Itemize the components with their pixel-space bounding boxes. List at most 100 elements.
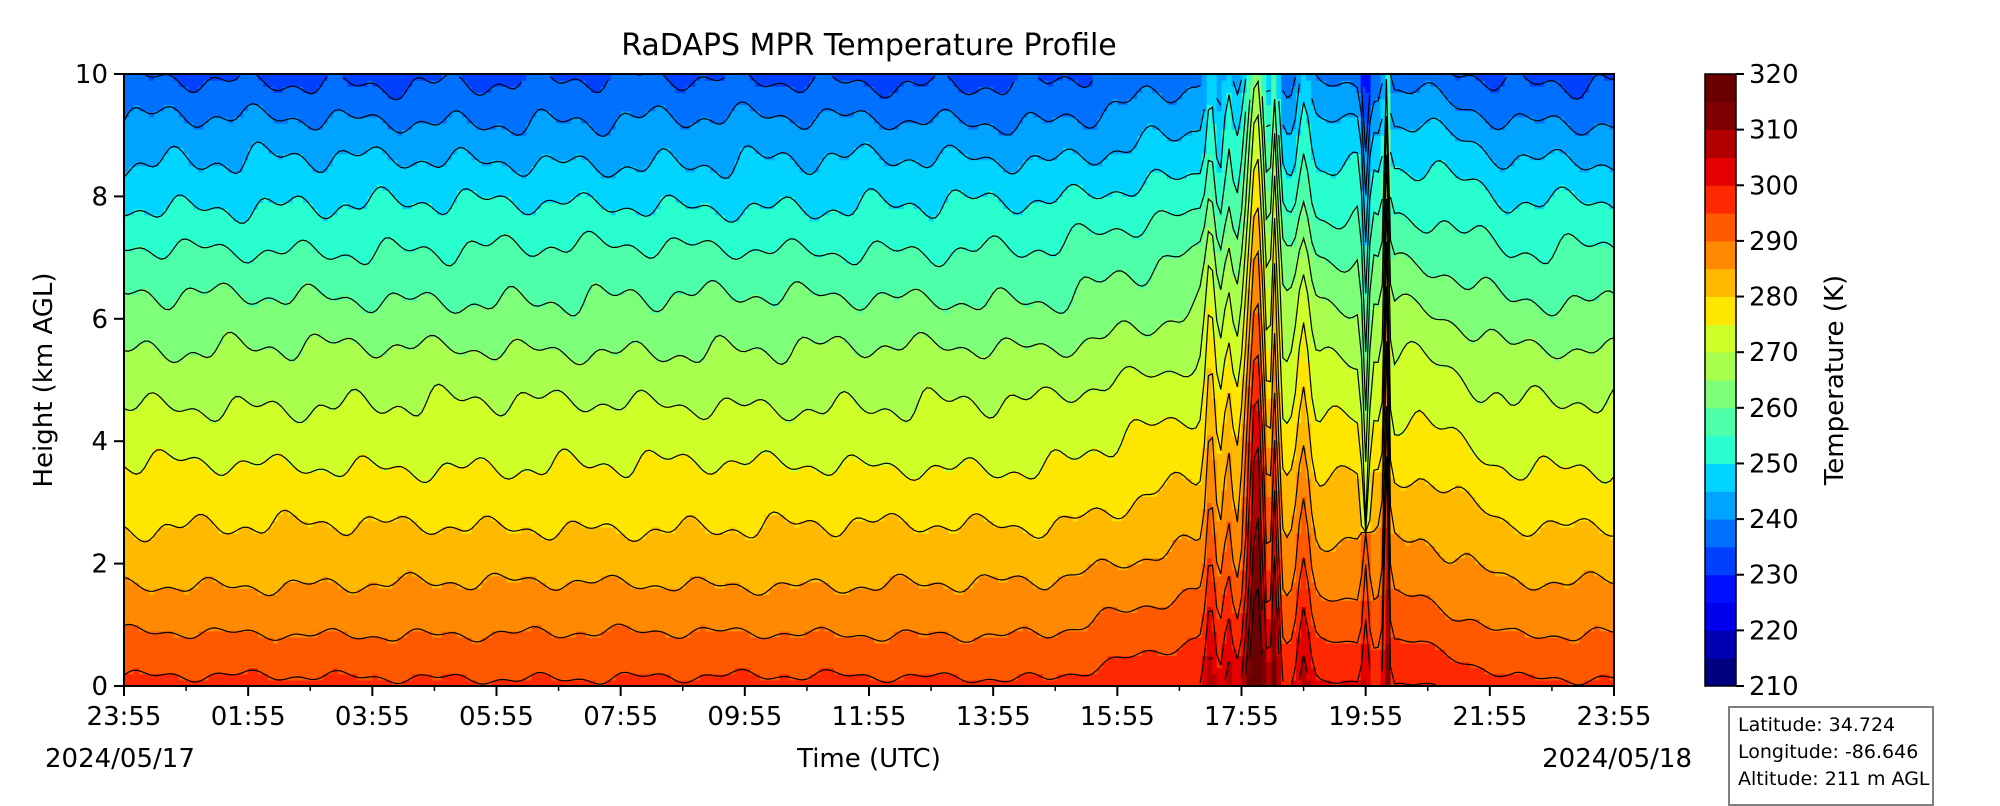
heatmap-cell (292, 233, 299, 240)
heatmap-cell (213, 269, 219, 277)
heatmap-cell (233, 190, 239, 197)
heatmap-cell (208, 104, 214, 112)
heatmap-cell (218, 92, 224, 100)
heatmap-cell (307, 539, 314, 546)
heatmap-cell (367, 288, 373, 295)
heatmap-cell (198, 575, 205, 583)
heatmap-cell (183, 367, 190, 375)
heatmap-cell (233, 80, 239, 87)
heatmap-cell (193, 98, 200, 106)
heatmap-cell (198, 606, 205, 614)
heatmap-cell (163, 257, 170, 265)
heatmap-cell (193, 324, 200, 332)
heatmap-cell (168, 428, 175, 436)
heatmap-cell (128, 355, 135, 363)
heatmap-cell (133, 122, 140, 130)
heatmap-cell (322, 600, 329, 608)
heatmap-cell (168, 129, 175, 136)
heatmap-cell (143, 533, 150, 540)
heatmap-cell (287, 637, 294, 644)
heatmap-cell (173, 288, 180, 295)
heatmap-cell (124, 233, 130, 240)
heatmap-cell (178, 643, 185, 650)
heatmap-cell (362, 508, 368, 516)
heatmap-cell (277, 171, 284, 179)
heatmap-cell (193, 165, 200, 173)
heatmap-cell (223, 594, 229, 601)
heatmap-cell (287, 227, 294, 234)
heatmap-cell (322, 490, 329, 497)
heatmap-cell (158, 263, 165, 271)
heatmap-cell (213, 153, 219, 161)
heatmap-cell (248, 178, 254, 185)
heatmap-cell (188, 214, 195, 222)
heatmap-cell (312, 269, 319, 277)
heatmap-cell (342, 312, 349, 320)
heatmap-cell (292, 679, 299, 686)
heatmap-cell (124, 422, 130, 430)
heatmap-cell (173, 502, 180, 510)
heatmap-cell (307, 116, 314, 124)
heatmap-cell (203, 612, 210, 620)
heatmap-cell (143, 643, 150, 650)
heatmap-cell (332, 239, 339, 246)
heatmap-cell (332, 349, 339, 357)
heatmap-cell (124, 606, 130, 614)
heatmap-cell (263, 239, 269, 246)
heatmap-cell (133, 398, 140, 406)
heatmap-cell (317, 630, 324, 638)
heatmap-cell (203, 526, 210, 534)
heatmap-cell (297, 184, 304, 191)
heatmap-cell (327, 361, 334, 369)
heatmap-cell (287, 153, 294, 161)
heatmap-cell (198, 380, 205, 387)
heatmap-cell (302, 471, 309, 479)
heatmap-cell (322, 386, 329, 393)
heatmap-cell (292, 318, 299, 326)
heatmap-cell (193, 74, 200, 81)
heatmap-cell (287, 165, 294, 173)
heatmap-cell (268, 263, 274, 271)
heatmap-cell (362, 533, 368, 540)
heatmap-cell (258, 667, 264, 675)
heatmap-cell (193, 220, 200, 228)
heatmap-cell (248, 202, 254, 210)
heatmap-cell (327, 386, 334, 393)
heatmap-cell (203, 465, 210, 473)
heatmap-cell (253, 104, 259, 112)
heatmap-cell (158, 502, 165, 510)
heatmap-cell (128, 447, 135, 455)
heatmap-cell (352, 227, 359, 234)
heatmap-cell (148, 441, 155, 448)
heatmap-cell (178, 282, 185, 289)
heatmap-cell (253, 239, 259, 246)
heatmap-cell (253, 637, 259, 644)
heatmap-cell (287, 428, 294, 436)
heatmap-cell (287, 398, 294, 406)
heatmap-cell (243, 214, 249, 222)
heatmap-cell (148, 263, 155, 271)
heatmap-cell (273, 655, 279, 663)
heatmap-cell (367, 263, 373, 271)
heatmap-cell (337, 227, 344, 234)
heatmap-cell (312, 557, 319, 565)
heatmap-cell (173, 569, 180, 577)
heatmap-cell (273, 196, 279, 204)
heatmap-cell (188, 465, 195, 473)
heatmap-cell (223, 349, 229, 357)
heatmap-cell (357, 331, 363, 338)
heatmap-cell (248, 490, 254, 497)
heatmap-cell (168, 588, 175, 595)
heatmap-cell (357, 526, 363, 534)
heatmap-cell (208, 190, 214, 197)
heatmap-cell (153, 373, 160, 381)
heatmap-cell (268, 184, 274, 191)
heatmap-cell (263, 251, 269, 259)
heatmap-cell (193, 355, 200, 363)
heatmap-cell (143, 496, 150, 503)
heatmap-cell (203, 110, 210, 118)
heatmap-cell (173, 355, 180, 363)
heatmap-cell (292, 245, 299, 253)
heatmap-cell (124, 269, 130, 277)
heatmap-cell (133, 147, 140, 155)
